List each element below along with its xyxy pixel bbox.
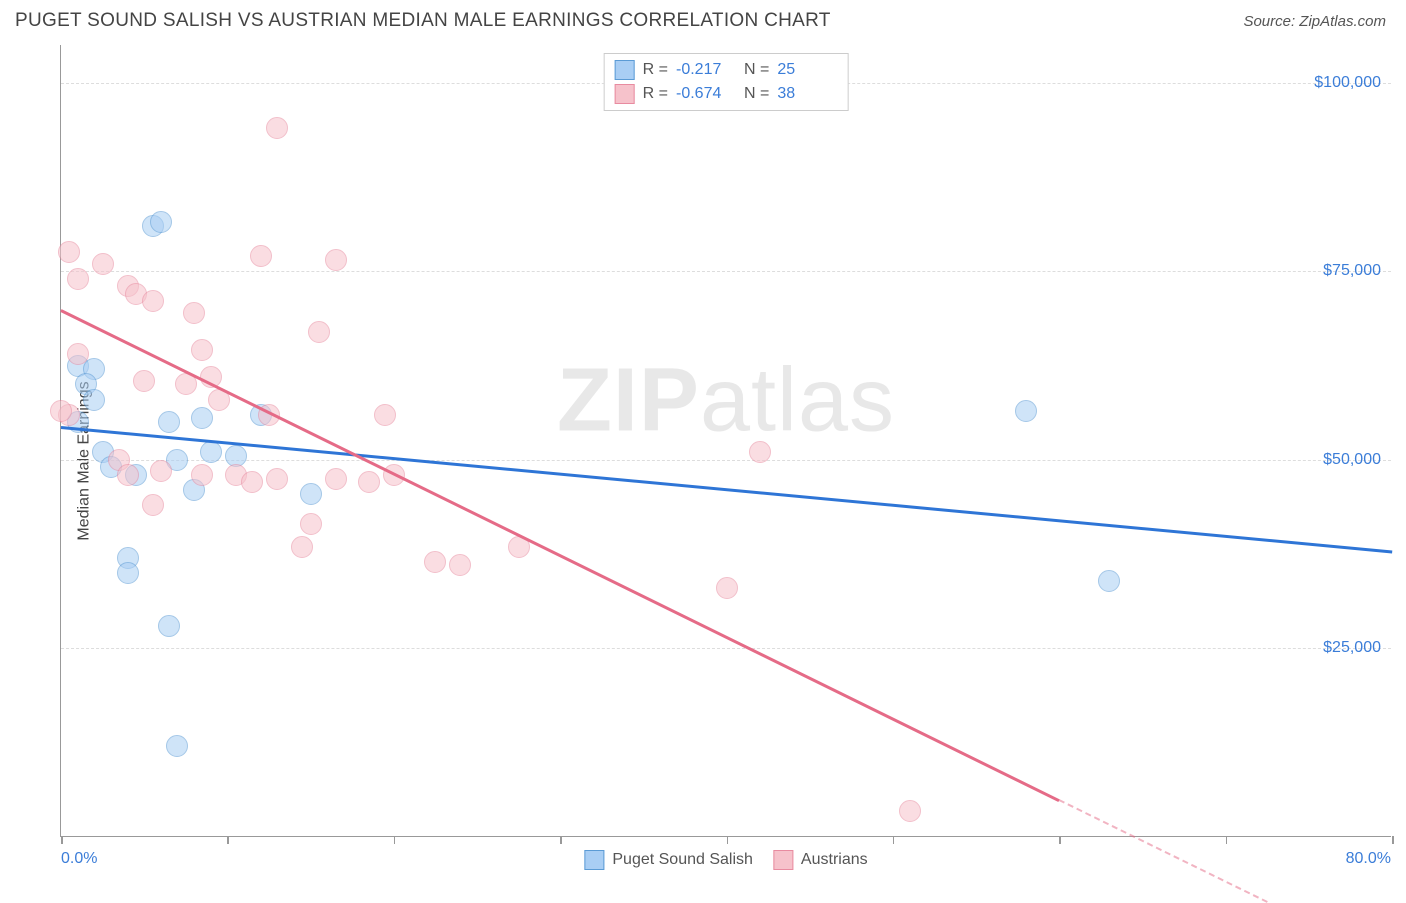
data-point bbox=[142, 494, 164, 516]
gridline bbox=[61, 460, 1391, 461]
r-label: R = bbox=[643, 61, 668, 79]
data-point bbox=[1098, 570, 1120, 592]
data-point bbox=[300, 483, 322, 505]
n-label: N = bbox=[744, 85, 769, 103]
data-point bbox=[899, 800, 921, 822]
legend-item: Puget Sound Salish bbox=[584, 850, 753, 870]
data-point bbox=[166, 735, 188, 757]
x-tick bbox=[1392, 836, 1394, 844]
trend-line bbox=[60, 309, 1059, 802]
data-point bbox=[250, 245, 272, 267]
chart-title: PUGET SOUND SALISH VS AUSTRIAN MEDIAN MA… bbox=[15, 10, 831, 32]
x-tick-label: 0.0% bbox=[61, 850, 97, 868]
gridline bbox=[61, 271, 1391, 272]
data-point bbox=[266, 117, 288, 139]
y-tick-label: $50,000 bbox=[1323, 451, 1381, 469]
data-point bbox=[67, 268, 89, 290]
chart-container: Median Male Earnings ZIPatlas R =-0.217N… bbox=[15, 45, 1391, 877]
data-point bbox=[158, 411, 180, 433]
data-point bbox=[133, 370, 155, 392]
x-tick bbox=[1059, 836, 1061, 844]
legend-swatch bbox=[584, 850, 604, 870]
data-point bbox=[300, 513, 322, 535]
data-point bbox=[308, 321, 330, 343]
data-point bbox=[325, 249, 347, 271]
y-tick-label: $25,000 bbox=[1323, 639, 1381, 657]
legend-label: Puget Sound Salish bbox=[612, 851, 753, 869]
series-swatch bbox=[615, 60, 635, 80]
data-point bbox=[449, 554, 471, 576]
data-point bbox=[58, 241, 80, 263]
data-point bbox=[191, 339, 213, 361]
source-label: Source: ZipAtlas.com bbox=[1243, 13, 1386, 30]
n-value: 38 bbox=[777, 85, 837, 103]
data-point bbox=[241, 471, 263, 493]
data-point bbox=[158, 615, 180, 637]
x-tick bbox=[1226, 836, 1228, 844]
data-point bbox=[67, 343, 89, 365]
stats-row: R = -0.217 N = 25 bbox=[615, 58, 838, 82]
legend-swatch bbox=[773, 850, 793, 870]
x-tick bbox=[227, 836, 229, 844]
gridline bbox=[61, 648, 1391, 649]
data-point bbox=[374, 404, 396, 426]
x-tick-label: 80.0% bbox=[1346, 850, 1391, 868]
x-tick bbox=[61, 836, 63, 844]
n-label: N = bbox=[744, 61, 769, 79]
data-point bbox=[325, 468, 347, 490]
data-point bbox=[150, 211, 172, 233]
data-point bbox=[200, 441, 222, 463]
x-tick bbox=[893, 836, 895, 844]
x-tick bbox=[394, 836, 396, 844]
plot-area: ZIPatlas R =-0.217N =25R =-0.674N =38 Pu… bbox=[60, 45, 1391, 837]
n-value: 25 bbox=[777, 61, 837, 79]
y-tick-label: $100,000 bbox=[1314, 74, 1381, 92]
data-point bbox=[92, 253, 114, 275]
legend: Puget Sound Salish Austrians bbox=[584, 850, 867, 870]
series-swatch bbox=[615, 84, 635, 104]
r-label: R = bbox=[643, 85, 668, 103]
data-point bbox=[150, 460, 172, 482]
data-point bbox=[183, 302, 205, 324]
data-point bbox=[191, 407, 213, 429]
data-point bbox=[191, 464, 213, 486]
data-point bbox=[291, 536, 313, 558]
data-point bbox=[716, 577, 738, 599]
data-point bbox=[358, 471, 380, 493]
r-value: -0.217 bbox=[676, 61, 736, 79]
stats-box: R = -0.217 N = 25 R = -0.674 N = 38 bbox=[604, 53, 849, 111]
data-point bbox=[749, 441, 771, 463]
data-point bbox=[266, 468, 288, 490]
data-point bbox=[424, 551, 446, 573]
data-point bbox=[117, 562, 139, 584]
data-point bbox=[50, 400, 72, 422]
watermark: ZIPatlas bbox=[557, 349, 895, 452]
legend-label: Austrians bbox=[801, 851, 868, 869]
r-value: -0.674 bbox=[676, 85, 736, 103]
legend-item: Austrians bbox=[773, 850, 868, 870]
y-tick-label: $75,000 bbox=[1323, 262, 1381, 280]
x-tick bbox=[560, 836, 562, 844]
data-point bbox=[117, 464, 139, 486]
data-point bbox=[1015, 400, 1037, 422]
data-point bbox=[83, 389, 105, 411]
stats-row: R = -0.674 N = 38 bbox=[615, 82, 838, 106]
x-tick bbox=[727, 836, 729, 844]
data-point bbox=[142, 290, 164, 312]
trend-line bbox=[1059, 799, 1268, 903]
